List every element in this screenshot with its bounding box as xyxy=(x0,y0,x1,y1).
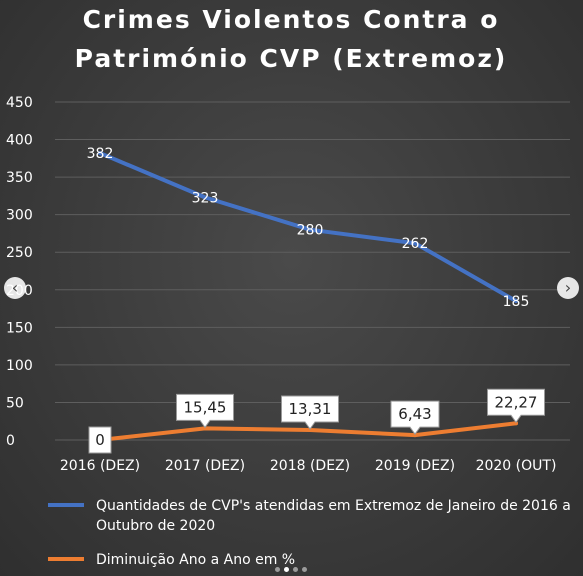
data-label: 280 xyxy=(297,223,324,239)
x-tick-label: 2017 (DEZ) xyxy=(165,458,245,474)
x-axis-ticks: 2016 (DEZ) 2017 (DEZ) 2018 (DEZ) 2019 (DEZ)… xyxy=(60,458,557,474)
data-label: 22,27 xyxy=(495,393,538,411)
pagination-dot[interactable] xyxy=(302,567,307,572)
data-point xyxy=(203,426,207,431)
pagination-dot[interactable] xyxy=(293,567,298,572)
data-label: 382 xyxy=(87,146,114,162)
data-label: 13,31 xyxy=(289,400,332,418)
callout-label: 13,31 xyxy=(281,395,339,430)
callout-label: 22,27 xyxy=(487,388,545,424)
data-label: 323 xyxy=(192,190,219,206)
carousel-next-button[interactable]: › xyxy=(557,277,579,299)
legend-entry-2: Diminuição Ano a Ano em % xyxy=(48,552,295,568)
y-tick-label: 0 xyxy=(6,433,15,449)
data-point xyxy=(203,195,207,200)
y-tick-label: 250 xyxy=(6,245,33,261)
data-point xyxy=(514,299,518,304)
carousel-pagination xyxy=(275,567,307,572)
y-axis-ticks: 050100150200250300350400450 xyxy=(6,95,33,449)
data-point xyxy=(308,227,312,232)
legend: Quantidades de CVP's atendidas em Extrem… xyxy=(48,498,571,568)
y-tick-label: 350 xyxy=(6,170,33,186)
x-tick-label: 2018 (DEZ) xyxy=(270,458,350,474)
pagination-dot[interactable] xyxy=(284,567,289,572)
chart-title-line-1: Crimes Violentos Contra o xyxy=(83,5,500,34)
data-point xyxy=(413,433,417,438)
y-tick-label: 450 xyxy=(6,95,33,111)
carousel-prev-button[interactable]: ‹ xyxy=(4,277,26,299)
pagination-dot[interactable] xyxy=(275,567,280,572)
y-tick-label: 100 xyxy=(6,358,33,374)
y-tick-label: 50 xyxy=(6,395,24,411)
x-tick-label: 2016 (DEZ) xyxy=(60,458,140,474)
legend-entry-1: Quantidades de CVP's atendidas em Extrem… xyxy=(48,498,571,534)
callout-label: 6,43 xyxy=(390,400,440,436)
data-labels: 382 323 280 262 185 0 15,45 13,31 6,43 22,27 xyxy=(87,146,545,454)
x-tick-label: 2020 (OUT) xyxy=(476,458,557,474)
chart-title-line-2: Património CVP (Extremoz) xyxy=(75,44,508,73)
data-point xyxy=(98,151,102,156)
legend-label: Quantidades de CVP's atendidas em Extrem… xyxy=(96,498,571,514)
y-tick-label: 300 xyxy=(6,208,33,224)
callout-label: 0 xyxy=(88,426,112,454)
data-label: 185 xyxy=(503,294,530,310)
x-tick-label: 2019 (DEZ) xyxy=(375,458,455,474)
y-tick-label: 150 xyxy=(6,320,33,336)
legend-label: Diminuição Ano a Ano em % xyxy=(96,552,295,568)
data-label: 15,45 xyxy=(184,398,227,416)
data-point xyxy=(413,241,417,246)
y-tick-label: 400 xyxy=(6,133,33,149)
data-point xyxy=(514,421,518,426)
chevron-left-icon: ‹ xyxy=(11,278,19,297)
chevron-right-icon: › xyxy=(564,278,572,297)
legend-label: Outubro de 2020 xyxy=(96,518,215,534)
gridlines xyxy=(55,101,570,441)
data-label: 0 xyxy=(95,431,105,449)
callout-label: 15,45 xyxy=(176,393,234,429)
data-label: 6,43 xyxy=(398,405,431,423)
data-label: 262 xyxy=(402,236,429,252)
data-point xyxy=(308,428,312,433)
